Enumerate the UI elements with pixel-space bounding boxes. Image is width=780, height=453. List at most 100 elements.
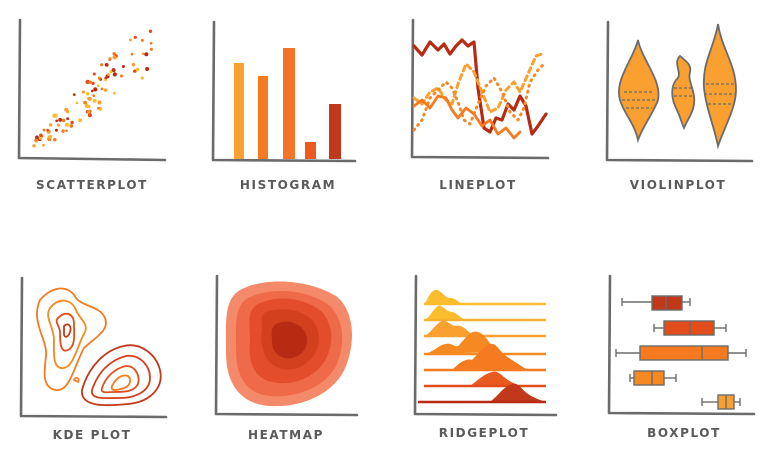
- scatter-point: [108, 58, 111, 62]
- scatter-point: [93, 87, 98, 92]
- scatter-point: [141, 52, 145, 56]
- label-violinplot: VIOLINPLOT: [629, 178, 727, 192]
- violin-shape: [702, 23, 737, 150]
- kde-contour: [63, 323, 72, 338]
- scatter-point: [91, 81, 95, 86]
- violinplot-axes: [605, 20, 754, 163]
- scatter-point: [145, 67, 150, 71]
- scatter-point: [46, 128, 50, 132]
- violinplot-icon: [605, 20, 754, 163]
- scatter-point: [130, 52, 134, 56]
- scatter-point: [34, 138, 38, 142]
- scatter-point: [87, 113, 92, 118]
- scatter-point: [140, 38, 144, 42]
- ridge-shape: [490, 383, 546, 402]
- scatter-point: [140, 76, 144, 80]
- label-histogram: HISTOGRAM: [239, 178, 337, 192]
- scatter-point: [87, 96, 92, 101]
- violin-shape: [671, 54, 696, 131]
- box: [651, 295, 683, 311]
- kde-contour: [36, 287, 107, 391]
- scatter-point: [39, 133, 43, 138]
- scatter-point: [119, 74, 124, 78]
- scatterplot-points: [32, 29, 153, 148]
- kde-contour: [55, 312, 76, 352]
- box: [633, 370, 665, 386]
- histogram-bar: [234, 63, 244, 159]
- histogram-bar: [283, 48, 295, 159]
- kde-contour: [91, 354, 151, 400]
- scatter-point: [56, 123, 60, 127]
- scatter-point: [92, 98, 97, 103]
- scatter-point: [100, 87, 104, 91]
- ridge-shape: [452, 343, 528, 370]
- scatter-point: [149, 47, 153, 51]
- scatter-point: [144, 52, 149, 57]
- box: [639, 345, 729, 361]
- scatter-point: [42, 143, 45, 147]
- scatter-point: [133, 35, 137, 39]
- ridgeplot-ridges: [418, 290, 546, 404]
- label-scatterplot: SCATTERPLOT: [36, 178, 148, 192]
- kde-contour: [81, 344, 162, 407]
- scatter-point: [112, 55, 117, 60]
- label-boxplot: BOXPLOT: [647, 426, 721, 440]
- ridgeplot-axes: [413, 274, 558, 417]
- kdeplot-axes: [19, 276, 168, 419]
- scatter-point: [69, 124, 74, 128]
- scatter-point: [61, 118, 66, 123]
- boxplot-icon: [607, 274, 756, 416]
- scatter-point: [104, 78, 107, 82]
- histogram-axes: [211, 20, 357, 163]
- scatter-point: [65, 129, 68, 133]
- scatter-point: [121, 64, 125, 69]
- scatter-point: [133, 69, 137, 73]
- scatter-point: [113, 91, 117, 95]
- label-lineplot: LINEPLOT: [439, 178, 517, 192]
- box: [663, 320, 715, 336]
- histogram-bar: [329, 104, 341, 159]
- scatter-point: [48, 123, 53, 127]
- scatter-point: [97, 76, 102, 80]
- scatter-point: [135, 67, 140, 72]
- scatter-point: [85, 79, 90, 85]
- scatter-point: [66, 117, 70, 121]
- scatter-point: [70, 120, 74, 125]
- scatter-point: [107, 73, 110, 76]
- ridge-shape: [470, 371, 526, 386]
- ridgeplot-icon: [413, 274, 558, 417]
- scatter-point: [75, 101, 79, 105]
- scatter-point: [149, 41, 153, 45]
- histogram-bar: [305, 142, 316, 159]
- ridge-shape: [424, 320, 474, 336]
- scatter-point: [112, 72, 117, 77]
- label-heatmap: HEATMAP: [247, 428, 325, 442]
- scatter-point: [103, 88, 108, 92]
- scatter-point: [84, 103, 89, 109]
- scatter-point: [83, 100, 87, 105]
- scatterplot-icon: [17, 18, 167, 162]
- scatter-point: [111, 68, 116, 73]
- histogram-bar: [258, 76, 268, 159]
- scatter-point: [58, 117, 63, 122]
- scatter-point: [72, 93, 76, 96]
- scatter-point: [92, 94, 96, 97]
- label-kdeplot: KDE PLOT: [52, 428, 132, 442]
- scatter-point: [97, 106, 100, 110]
- scatter-point: [100, 63, 104, 67]
- histogram-icon: [211, 20, 357, 163]
- scatter-point: [55, 119, 59, 123]
- scatter-point: [97, 100, 102, 105]
- scatter-point: [32, 144, 36, 148]
- scatter-point: [88, 80, 93, 85]
- lineplot-series: [412, 52, 544, 114]
- lineplot-icon: [410, 18, 550, 160]
- scatter-point: [66, 110, 70, 114]
- scatter-point: [42, 128, 46, 132]
- kde-contour: [100, 365, 140, 394]
- scatter-point: [90, 89, 94, 93]
- scatter-point: [96, 84, 100, 88]
- heatmap-blob: [271, 321, 308, 359]
- scatter-point: [53, 138, 57, 142]
